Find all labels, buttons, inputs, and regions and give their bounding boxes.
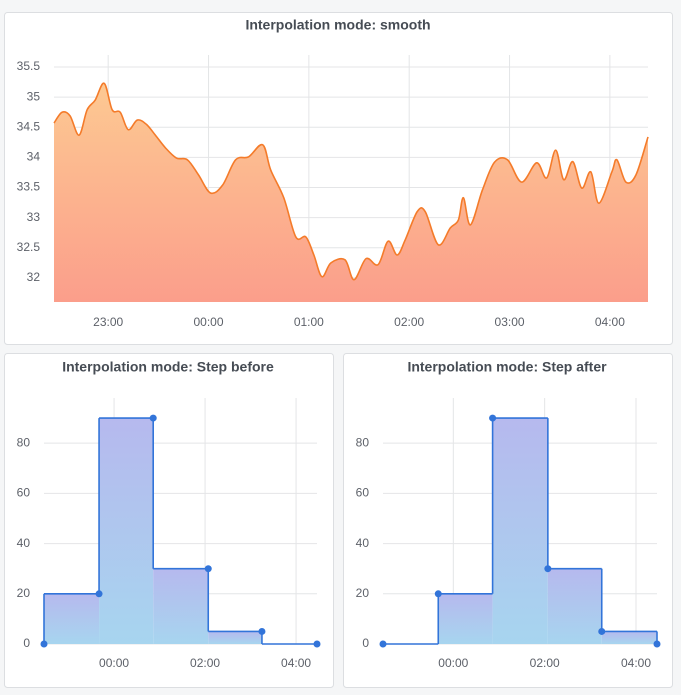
point [489, 414, 497, 422]
y-tick-label: 35 [27, 89, 41, 103]
panel-title: Interpolation mode: Step after [407, 359, 607, 375]
y-tick-label: 80 [17, 435, 31, 449]
y-tick-label: 20 [356, 586, 370, 600]
step-area [44, 593, 100, 644]
x-tick-label: 00:00 [438, 656, 468, 670]
step-area [208, 631, 262, 644]
point [149, 414, 157, 422]
x-tick-label: 04:00 [595, 315, 625, 329]
x-tick-label: 00:00 [194, 315, 224, 329]
y-tick-label: 60 [356, 486, 370, 500]
point [598, 627, 606, 635]
y-tick-label: 32 [27, 270, 41, 284]
point [258, 627, 266, 635]
point [379, 640, 387, 648]
x-tick-label: 02:00 [190, 656, 220, 670]
point [653, 640, 661, 648]
x-tick-label: 02:00 [530, 656, 560, 670]
x-tick-label: 02:00 [394, 315, 424, 329]
point [95, 590, 103, 598]
line [53, 82, 649, 281]
y-tick-label: 40 [17, 536, 31, 550]
panel-title: Interpolation mode: Step before [62, 359, 274, 375]
step-area [99, 418, 154, 644]
y-tick-label: 32.5 [17, 240, 41, 254]
y-tick-label: 33 [27, 210, 41, 224]
x-tick-label: 04:00 [281, 656, 311, 670]
y-tick-label: 33.5 [17, 180, 41, 194]
point [434, 590, 442, 598]
point [204, 565, 212, 573]
step-area [547, 568, 602, 644]
y-tick-label: 34 [27, 150, 41, 164]
y-tick-label: 34.5 [17, 119, 41, 133]
y-tick-label: 60 [17, 486, 31, 500]
x-tick-label: 01:00 [294, 315, 324, 329]
step-area [492, 418, 548, 644]
y-tick-label: 0 [23, 636, 30, 650]
y-tick-label: 20 [17, 586, 31, 600]
y-tick-label: 80 [356, 435, 370, 449]
area [54, 83, 648, 303]
y-tick-label: 35.5 [17, 59, 41, 73]
point [313, 640, 321, 648]
x-tick-label: 03:00 [495, 315, 525, 329]
step-area [438, 593, 493, 644]
y-tick-label: 40 [356, 536, 370, 550]
x-tick-label: 00:00 [99, 656, 129, 670]
panel-title: Interpolation mode: smooth [245, 17, 430, 33]
y-tick-label: 0 [362, 636, 369, 650]
x-tick-label: 04:00 [621, 656, 651, 670]
point [40, 640, 48, 648]
point [544, 565, 552, 573]
x-tick-label: 23:00 [93, 315, 123, 329]
step-area [601, 631, 657, 644]
step-area [153, 568, 209, 644]
